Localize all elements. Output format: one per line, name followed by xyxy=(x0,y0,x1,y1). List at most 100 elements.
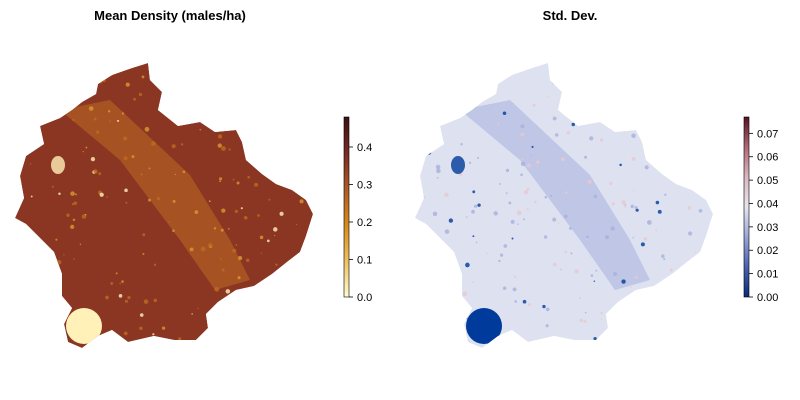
map-speckle xyxy=(579,318,583,323)
map-speckle xyxy=(297,270,303,276)
map-speckle xyxy=(673,169,676,172)
map-speckle xyxy=(243,95,249,101)
map-speckle xyxy=(436,168,441,174)
map-speckle xyxy=(257,112,261,115)
map-speckle xyxy=(508,201,512,205)
map-speckle xyxy=(80,65,85,70)
map-speckle xyxy=(694,251,696,253)
map-speckle xyxy=(505,192,508,194)
map-speckle xyxy=(477,203,481,207)
map-speckle xyxy=(571,122,575,127)
map-speckle xyxy=(513,275,517,278)
map-speckle xyxy=(66,89,71,95)
map-speckle xyxy=(632,113,637,118)
map-speckle xyxy=(564,250,568,254)
map-speckle xyxy=(631,133,636,139)
map-speckle xyxy=(707,171,710,174)
map-speckle xyxy=(472,235,475,238)
map-speckle xyxy=(217,143,222,148)
map-speckle xyxy=(209,200,211,202)
map-speckle xyxy=(555,133,559,137)
map-speckle xyxy=(621,279,626,284)
map-speckle xyxy=(640,242,645,247)
map-speckle xyxy=(432,211,438,217)
map-speckle xyxy=(143,299,149,304)
map-speckle xyxy=(624,114,627,117)
map-speckle xyxy=(531,145,534,149)
map-speckle xyxy=(545,307,550,312)
west-patch xyxy=(451,156,465,174)
std-dev-panel: Std. Dev. 0.00 0.01 0.02 0.03 0.04 0.05 0.06 0.… xyxy=(400,0,800,400)
map-speckle xyxy=(24,102,27,105)
map-speckle xyxy=(148,198,151,202)
map-speckle xyxy=(643,237,648,241)
map-speckle xyxy=(219,180,222,183)
map-speckle xyxy=(575,193,577,196)
map-speckle xyxy=(182,88,188,94)
map-speckle xyxy=(56,259,62,265)
map-speckle xyxy=(620,324,623,327)
map-speckle xyxy=(503,68,509,73)
map-speckle xyxy=(300,145,302,147)
map-speckle xyxy=(583,319,587,323)
map-speckle xyxy=(510,219,515,224)
std-dev-colorbar: 0.00 0.01 0.02 0.03 0.04 0.05 0.06 0.07 xyxy=(743,116,778,304)
map-speckle xyxy=(107,110,111,113)
map-speckle xyxy=(118,294,123,298)
map-speckle xyxy=(243,68,247,72)
map-speckle xyxy=(701,105,706,111)
map-speckle xyxy=(552,262,557,267)
map-speckle xyxy=(589,136,594,141)
map-speckle xyxy=(304,159,307,161)
map-speckle xyxy=(51,329,57,334)
map-speckle xyxy=(444,229,450,234)
map-speckle xyxy=(464,316,468,320)
map-speckle xyxy=(35,265,39,270)
map-speckle xyxy=(564,214,568,219)
map-speckle xyxy=(267,239,270,243)
map-speckle xyxy=(207,242,213,248)
map-speckle xyxy=(490,87,493,90)
map-speckle xyxy=(600,318,603,321)
map-speckle xyxy=(566,99,569,102)
map-speckle xyxy=(141,75,145,79)
map-speckle xyxy=(502,111,507,115)
map-speckle xyxy=(280,295,284,299)
map-speckle xyxy=(665,279,669,283)
map-speckle xyxy=(102,78,106,83)
std-dev-map xyxy=(415,63,713,348)
map-speckle xyxy=(189,247,194,252)
map-speckle xyxy=(609,181,613,185)
map-speckle xyxy=(505,168,510,173)
map-speckle xyxy=(574,269,579,274)
std-dev-title: Std. Dev. xyxy=(542,8,598,23)
west-patch xyxy=(51,156,65,174)
map-speckle xyxy=(693,284,698,290)
map-speckle xyxy=(511,237,514,240)
map-speckle xyxy=(530,154,533,157)
map-speckle xyxy=(600,311,603,315)
map-speckle xyxy=(593,336,597,341)
map-speckle xyxy=(119,282,121,285)
map-speckle xyxy=(587,179,592,184)
map-speckle xyxy=(168,221,171,223)
map-speckle xyxy=(681,305,683,308)
map-speckle xyxy=(696,142,699,144)
map-speckle xyxy=(106,73,109,75)
map-speckle xyxy=(288,179,294,185)
map-speckle xyxy=(23,149,26,152)
map-speckle xyxy=(66,213,70,217)
map-speckle xyxy=(672,320,677,325)
map-speckle xyxy=(588,87,593,92)
map-speckle xyxy=(565,82,570,86)
map-speckle xyxy=(644,76,648,81)
map-speckle xyxy=(232,178,235,181)
map-speckle xyxy=(223,68,227,71)
map-speckle xyxy=(33,306,38,312)
map-speckle xyxy=(217,134,223,139)
map-speckle xyxy=(116,119,120,122)
map-speckle xyxy=(226,319,232,325)
map-speckle xyxy=(105,295,109,300)
map-speckle xyxy=(655,229,658,232)
